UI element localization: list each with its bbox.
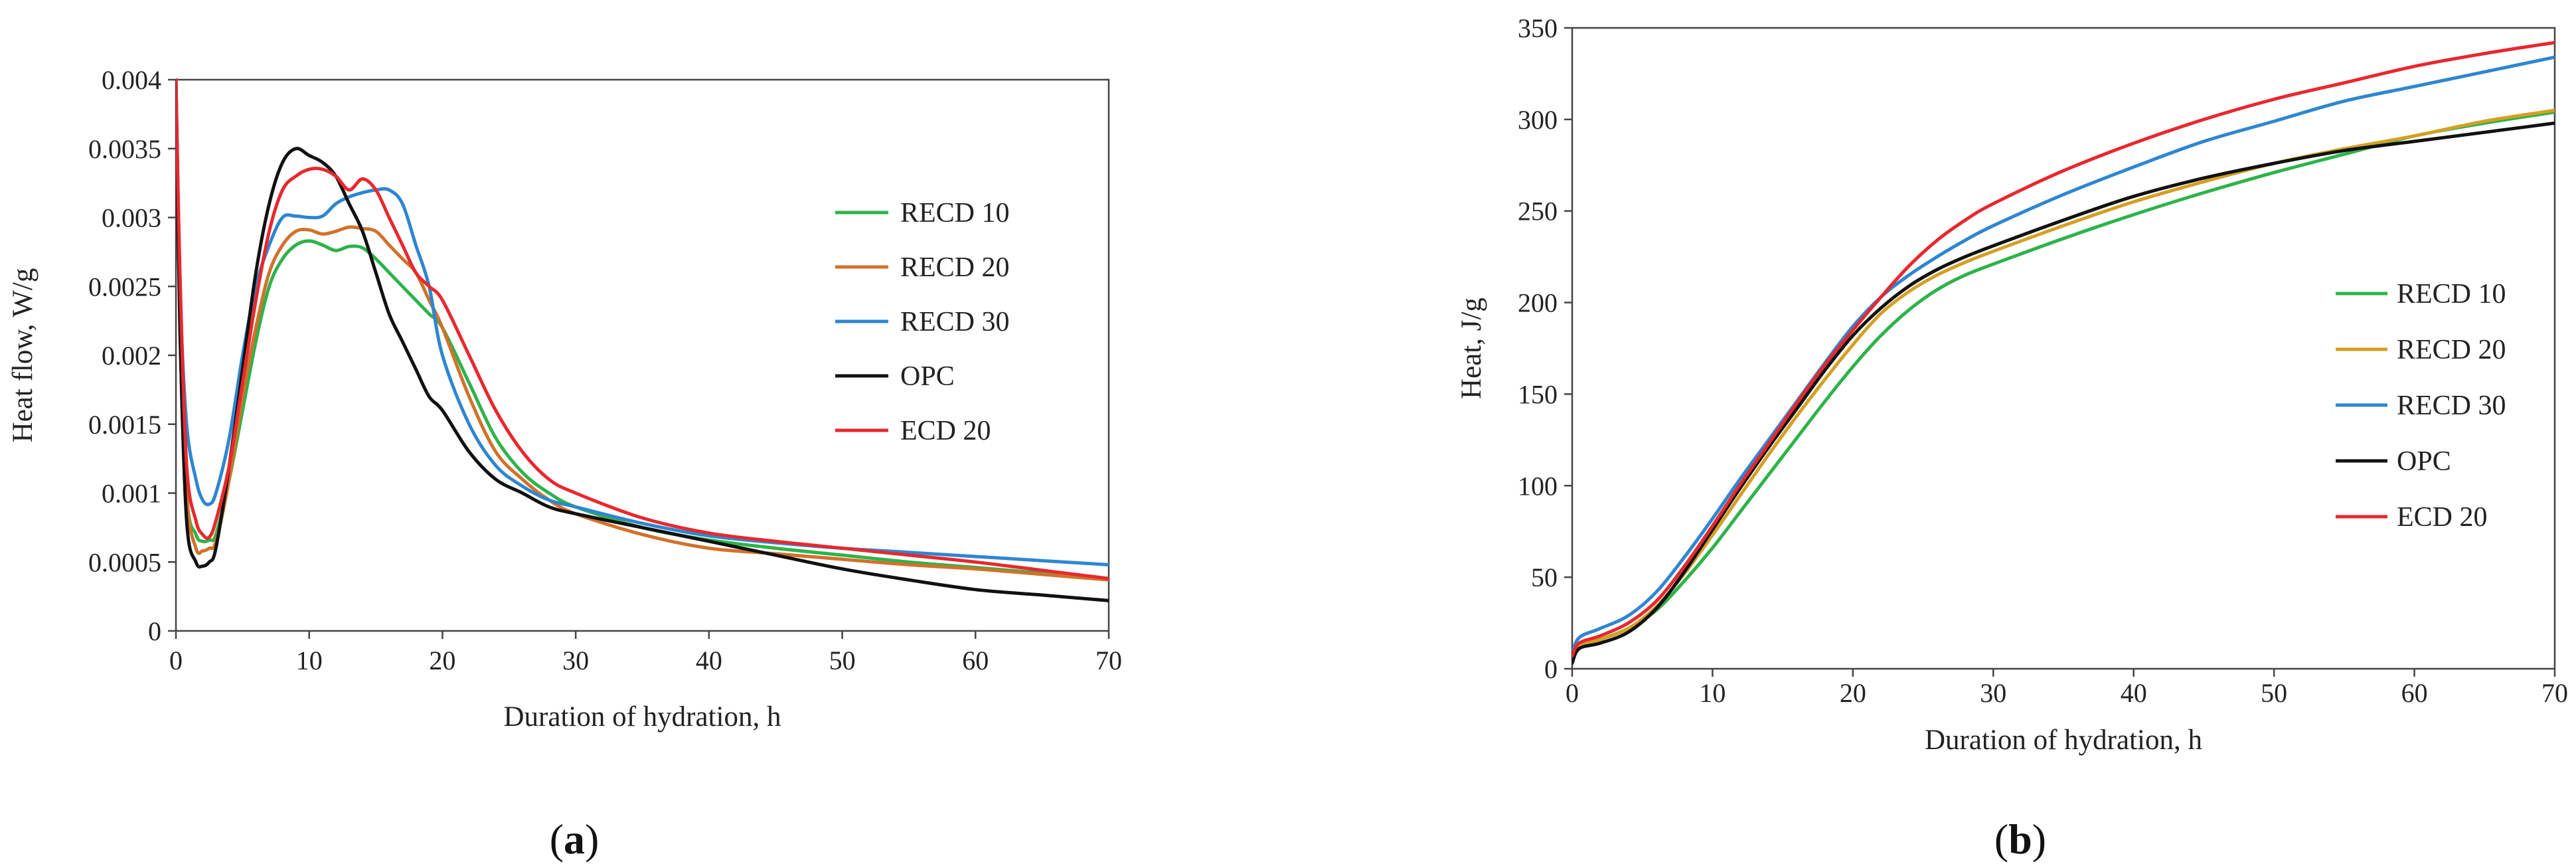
y-axis-title: Heat, J/g [1456,298,1487,399]
x-tick-label: 40 [2121,678,2147,708]
x-axis-title: Duration of hydration, h [1925,725,2202,756]
y-tick-label: 0 [148,616,161,646]
legend-label-recd-20: RECD 20 [2397,335,2506,365]
series-line-opc [1572,121,2555,665]
x-tick-label: 70 [1095,646,1122,675]
legend-label-recd-20: RECD 20 [900,252,1010,283]
chart-b: 0 50 100 150 200 250 300 350 0 10 20 30 40 50 60 70 Dura… [1456,13,2568,863]
series-line-recd-10 [176,78,1109,580]
legend-label-ecd-20: ECD 20 [2397,502,2488,533]
series-line-ecd-20 [176,78,1109,580]
y-axis-title: Heat flow, W/g [7,268,39,443]
x-axis-title: Duration of hydration, h [504,701,781,733]
legend-label-opc: OPC [2397,446,2451,477]
x-tick-label: 20 [429,646,455,675]
legend-label-recd-10: RECD 10 [2397,279,2506,309]
series-group [1572,41,2555,665]
series-group [176,78,1109,602]
x-tick-label: 50 [829,646,856,675]
series-line-recd-20 [1572,108,2555,661]
x-tick-label: 30 [1980,678,2006,708]
series-line-recd-30 [1572,55,2555,656]
x-tick-label: 0 [169,646,183,675]
series-line-recd-20 [176,78,1109,582]
legend-label-recd-10: RECD 10 [900,198,1010,228]
series-line-ecd-20 [1572,41,2555,658]
y-tick-label: 200 [1518,288,1558,318]
x-tick-label: 60 [2401,678,2428,708]
x-tick-label: 30 [562,646,589,675]
y-tick-label: 0.0035 [88,134,161,164]
y-tick-label: 100 [1518,471,1558,501]
legend-label-recd-30: RECD 30 [900,307,1010,337]
legend-label-ecd-20: ECD 20 [900,416,991,446]
legend: RECD 10 RECD 20 RECD 30 OPC ECD 20 [2336,279,2506,533]
x-tick-label: 10 [296,646,323,675]
y-tick-label: 250 [1518,197,1558,226]
y-tick-label: 0.002 [102,341,161,371]
y-tick-label: 350 [1518,13,1558,43]
x-tick-label: 10 [1699,678,1726,708]
y-tick-label: 0.0015 [88,410,161,440]
x-tick-label: 70 [2541,678,2568,708]
panel-label: (a) [550,816,600,863]
y-tick-label: 0.001 [102,479,161,509]
y-tick-label: 300 [1518,105,1558,135]
legend-label-recd-30: RECD 30 [2397,390,2506,421]
y-tick-label: 0 [1544,654,1558,684]
y-tick-label: 0.0005 [88,547,161,577]
series-line-opc [176,78,1109,602]
x-tick-label: 20 [1840,678,1866,708]
y-tick-label: 50 [1531,563,1558,592]
legend: RECD 10 RECD 20 RECD 30 OPC ECD 20 [835,198,1010,446]
y-tick-label: 0.003 [102,203,161,233]
x-tick-label: 40 [696,646,722,675]
legend-label-opc: OPC [900,361,955,392]
y-tick-label: 0.0025 [88,272,161,302]
y-tick-label: 0.004 [102,65,161,95]
panel-label: (b) [1994,816,2046,863]
y-tick-label: 150 [1518,379,1558,409]
plot-frame [175,78,1110,632]
plot-frame [1571,27,2556,670]
x-tick-label: 60 [962,646,989,675]
x-tick-label: 50 [2261,678,2287,708]
x-tick-label: 0 [1566,678,1579,708]
chart-a: 0 0.0005 0.001 0.0015 0.002 0.0025 0.003 0.0035… [7,65,1122,863]
series-line-recd-10 [1572,110,2555,661]
